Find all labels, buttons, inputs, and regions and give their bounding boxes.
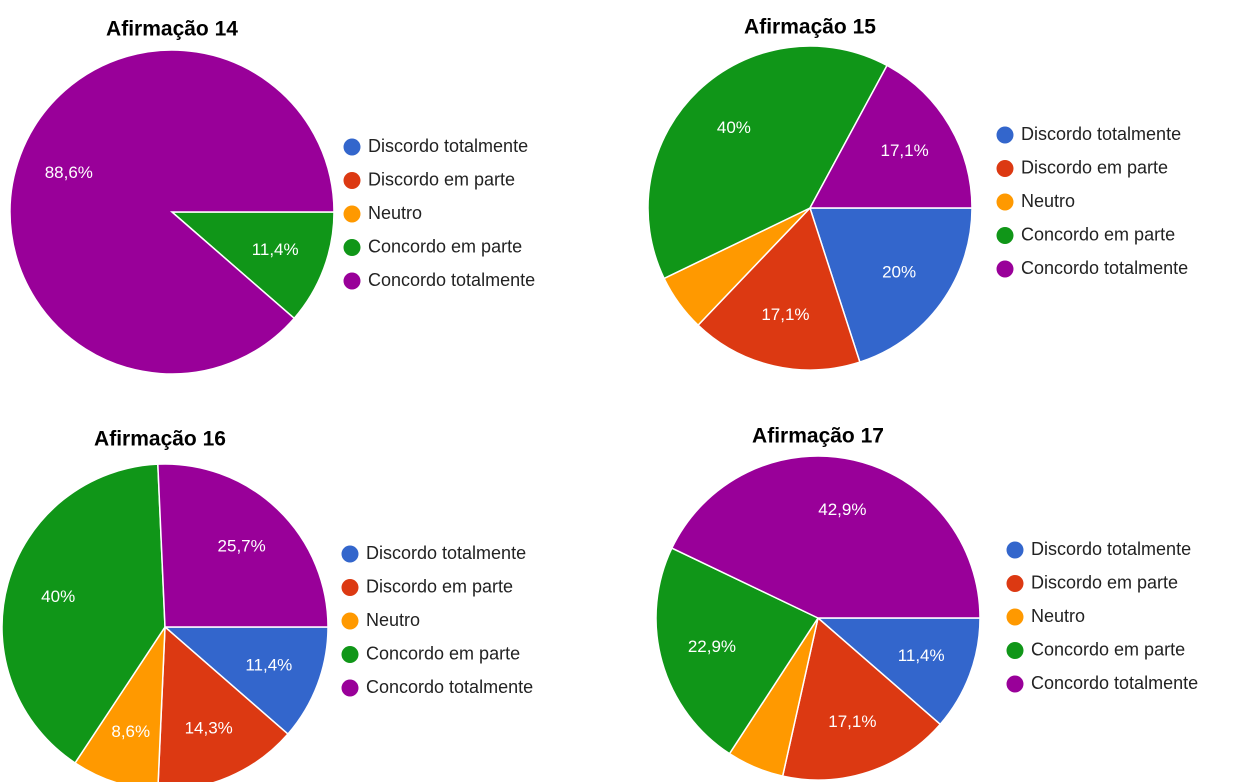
legend-label: Discordo totalmente [1021,124,1181,144]
chart-title: Afirmação 17 [752,425,884,448]
legend-swatch [343,205,361,223]
legend-swatch [996,227,1014,244]
legend-swatch [1006,608,1024,626]
pie-slice [670,455,981,619]
chart-title: Afirmação 14 [106,18,238,41]
data-label: 40% [41,587,75,606]
legend-label: Neutro [366,610,420,630]
pie-slice [169,211,335,320]
legend-label: Concordo em parte [1021,224,1175,244]
legend-label: Concordo totalmente [1021,258,1188,278]
legend-label: Discordo em parte [1031,572,1178,592]
data-label: 42,9% [818,500,866,519]
legend-swatch [1006,575,1024,592]
legend-swatch [343,172,361,189]
legend-label: Concordo em parte [1031,639,1185,659]
legend-swatch [341,679,359,697]
legend-swatch [1006,642,1024,659]
legend-label: Neutro [1021,191,1075,211]
legend-swatch [996,260,1014,278]
data-label: 17,1% [828,712,876,731]
pie-chart: Afirmação 15 20% 17,1% 40% 17,1% Discordo tot… [647,16,1188,371]
data-label: 40% [717,118,751,137]
legend-label: Concordo em parte [366,643,520,663]
pie-slice [815,617,981,726]
data-label: 11,4% [898,646,945,665]
data-label: 88,6% [45,163,93,182]
legend-label: Concordo em parte [368,236,522,256]
legend-label: Discordo em parte [368,169,515,189]
pie-slice [162,626,329,736]
legend-label: Neutro [368,203,422,223]
data-label: 14,3% [185,718,233,737]
data-label: 8,6% [111,722,150,741]
data-label: 25,7% [218,536,266,555]
legend-swatch [341,579,359,596]
pie-slice [157,463,329,628]
legend-swatch [996,193,1014,211]
chart-title: Afirmação 15 [744,16,876,39]
legend-label: Discordo em parte [366,576,513,596]
legend-label: Discordo em parte [1021,157,1168,177]
pie-chart: Afirmação 16 11,4% 14,3% 8,6% 40% 25,7% Discor… [1,428,533,782]
legend-swatch [996,160,1014,177]
chart-title: Afirmação 16 [94,428,226,451]
pie-slice [9,49,335,375]
legend-label: Discordo totalmente [1031,539,1191,559]
legend-swatch [343,272,361,290]
legend-label: Concordo totalmente [366,677,533,697]
pie-chart: Afirmação 17 11,4% 17,1% 22,9% 42,9% Discordo… [655,425,1198,781]
pie-slice [157,625,290,782]
pie-slice [808,207,973,364]
data-label: 22,9% [688,637,736,656]
legend-swatch [341,646,359,663]
legend-swatch [343,239,361,256]
data-label: 17,1% [761,305,809,324]
legend-swatch [341,612,359,630]
data-label: 20% [882,262,916,281]
legend-swatch [341,545,359,563]
legend-swatch [1006,675,1024,693]
pie-slice [781,616,942,781]
legend-label: Neutro [1031,606,1085,626]
data-label: 11,4% [245,655,292,674]
legend-label: Concordo totalmente [368,270,535,290]
legend-label: Discordo totalmente [368,136,528,156]
legend-label: Discordo totalmente [366,543,526,563]
data-label: 11,4% [252,240,299,259]
pie-slice [1,463,166,764]
legend-label: Concordo totalmente [1031,673,1198,693]
data-label: 17,1% [881,141,929,160]
pie-chart: Afirmação 14 11,4% 88,6% Discordo totalment… [9,18,535,375]
legend-swatch [1006,541,1024,559]
legend-swatch [996,126,1014,144]
legend-swatch [343,138,361,156]
pie-slice [808,64,973,209]
pie-slice [647,45,889,280]
pie-slice [655,547,820,755]
pie-slice [697,206,861,371]
